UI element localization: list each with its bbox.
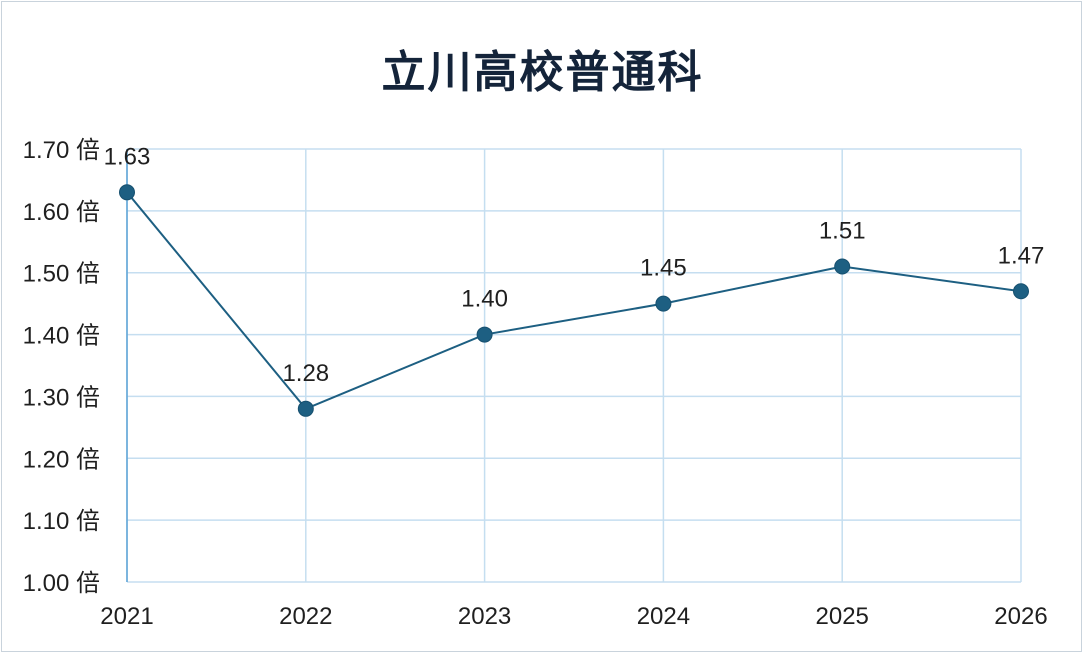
data-point [834,258,851,275]
gridlines [126,148,1022,583]
y-tick-label: 1.50 倍 [23,261,100,288]
x-tick-label: 2025 [816,603,869,630]
data-label: 1.40 [461,286,508,313]
y-tick-label: 1.60 倍 [23,199,100,226]
data-point [119,184,135,201]
data-label: 1.28 [282,360,329,387]
x-tick-label: 2021 [100,603,153,630]
axes: 1.00 倍 1.10 倍 1.20 倍 1.30 倍 1.40 倍 1.50 倍 1.60… [23,137,1048,630]
y-tick-label: 1.40 倍 [23,323,100,350]
y-tick-label: 1.10 倍 [23,508,100,535]
data-point [1013,283,1029,300]
data-point [297,400,314,417]
y-tick-label: 1.30 倍 [23,384,100,411]
chart-title: 立川高校普通科 [381,47,704,98]
data-labels: 1.63 1.28 1.40 1.45 1.51 1.47 [104,143,1045,386]
y-tick-label: 1.20 倍 [23,446,100,473]
data-point [655,295,672,312]
data-label: 1.63 [104,143,151,170]
series-line-layer [126,191,1022,411]
y-tick-label: 1.70 倍 [23,137,100,164]
y-tick-label: 1.00 倍 [23,570,100,597]
x-tick-label: 2026 [994,603,1047,630]
data-points [119,184,1029,417]
data-point [476,326,493,343]
data-label: 1.51 [819,218,866,245]
x-tick-label: 2022 [279,603,332,630]
x-tick-label: 2024 [637,603,690,630]
data-label: 1.47 [998,242,1045,269]
x-tick-label: 2023 [458,603,511,630]
series-line [126,191,1022,411]
data-label: 1.45 [640,255,687,282]
